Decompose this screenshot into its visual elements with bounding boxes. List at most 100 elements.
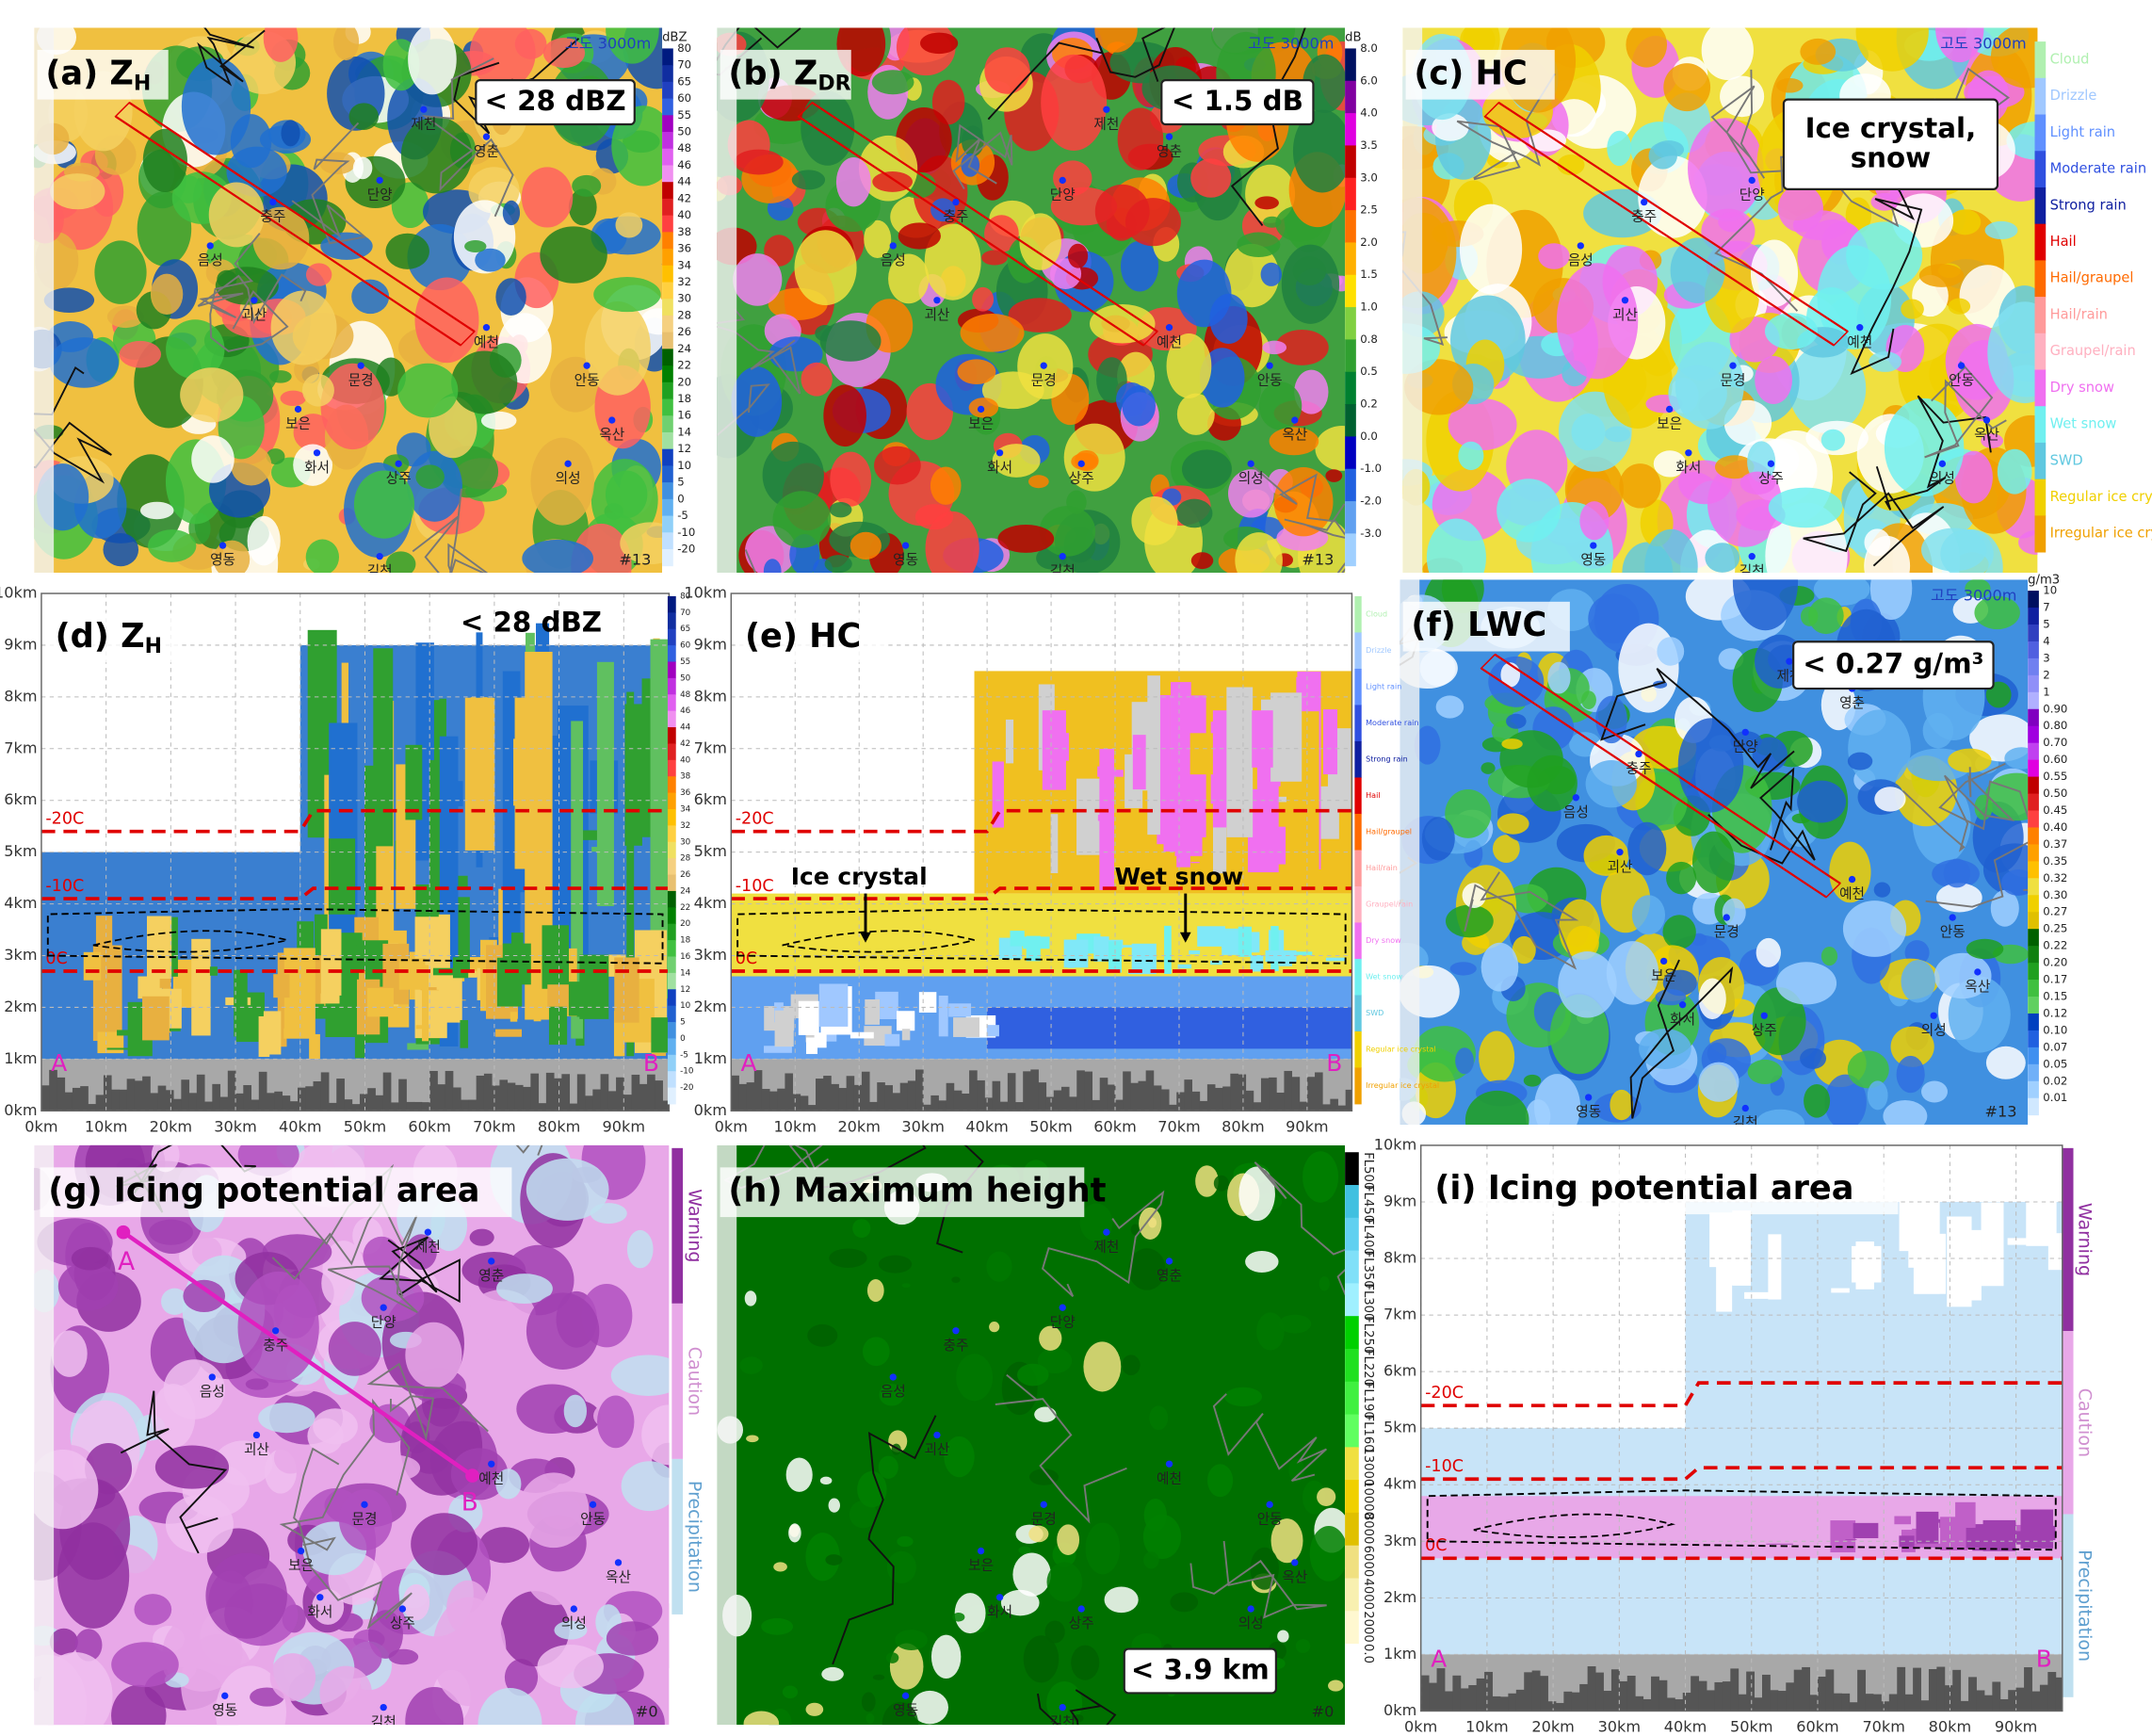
place-dot bbox=[1741, 1104, 1749, 1112]
radar-echo bbox=[606, 27, 659, 64]
terrain-peak bbox=[103, 1075, 112, 1111]
colorbar-label: 38 bbox=[680, 772, 690, 782]
place-dot bbox=[1572, 794, 1579, 802]
x-tick-label: 90km bbox=[1995, 1718, 2038, 1736]
radar-echo bbox=[1039, 1325, 1062, 1351]
radar-echo bbox=[161, 1288, 188, 1315]
y-tick-label: 2km bbox=[1383, 1588, 1416, 1606]
terrain-peak bbox=[1038, 1082, 1047, 1111]
threshold-note: < 3.9 km bbox=[1131, 1653, 1270, 1685]
colorbar-label: 16 bbox=[680, 952, 691, 962]
radar-echo bbox=[1943, 858, 1971, 888]
colorbar-label: 38 bbox=[677, 225, 691, 238]
colorbar-cell bbox=[662, 148, 673, 166]
radar-echo bbox=[1000, 1589, 1040, 1616]
boundary bbox=[1041, 1190, 1165, 1298]
y-tick-label: 4km bbox=[4, 894, 37, 912]
echo-column bbox=[1108, 941, 1122, 973]
colorbar-cell bbox=[667, 661, 676, 679]
echo-column bbox=[986, 1025, 999, 1037]
colorbar-label: FL300 bbox=[1361, 1283, 1375, 1321]
place-name: 음성 bbox=[881, 1384, 906, 1400]
panel-label: (i) Icing potential area bbox=[1434, 1169, 1853, 1208]
radar-echo bbox=[871, 70, 914, 95]
echo-column bbox=[1189, 949, 1201, 955]
terrain-peak bbox=[382, 1072, 392, 1111]
colorbar-label: 80 bbox=[680, 592, 690, 601]
radar-echo bbox=[829, 502, 852, 518]
terrain-peak bbox=[1145, 1070, 1155, 1111]
terrain-peak bbox=[1651, 1676, 1659, 1712]
radar-echo bbox=[620, 522, 663, 565]
radar-echo bbox=[119, 340, 162, 368]
radar-echo bbox=[888, 253, 930, 304]
colorbar-cell bbox=[667, 710, 676, 728]
terrain-peak bbox=[576, 1074, 586, 1111]
place-name: 의성 bbox=[556, 470, 581, 486]
radar-echo bbox=[1176, 393, 1215, 435]
boundary bbox=[1875, 395, 1992, 511]
colorbar-label: 0.27 bbox=[2043, 905, 2067, 918]
radar-echo bbox=[606, 1621, 659, 1656]
colorbar-label: 3 bbox=[2043, 651, 2049, 664]
terrain-peak bbox=[1793, 1669, 1803, 1712]
terrain-peak bbox=[1587, 1666, 1596, 1712]
boundary bbox=[717, 383, 770, 437]
radar-echo bbox=[1506, 713, 1527, 729]
y-tick-label: 7km bbox=[694, 738, 727, 756]
radar-echo bbox=[2004, 747, 2029, 770]
radar-echo bbox=[1270, 1518, 1303, 1564]
x-tick-label: 0km bbox=[24, 1117, 57, 1135]
radar-echo bbox=[1017, 1363, 1049, 1387]
terrain-peak bbox=[1960, 1700, 1969, 1712]
radar-echo bbox=[605, 470, 648, 519]
echo-column bbox=[992, 761, 1004, 828]
place-name: 김천 bbox=[1050, 1714, 1076, 1730]
y-tick-label: 8km bbox=[694, 687, 727, 705]
colorbar-label: 34 bbox=[680, 804, 691, 814]
place-name: 충주 bbox=[943, 1338, 968, 1354]
radar-echo bbox=[1034, 1406, 1057, 1422]
radar-echo bbox=[1303, 1151, 1339, 1203]
place-dot bbox=[482, 324, 491, 332]
colorbar-label: 6000 bbox=[1361, 1546, 1375, 1578]
place-name: 영춘 bbox=[478, 1268, 504, 1284]
terrain-peak bbox=[1508, 1693, 1517, 1712]
radar-echo bbox=[1675, 341, 1744, 430]
place-dot bbox=[933, 1431, 941, 1439]
radar-echo bbox=[388, 1648, 419, 1665]
echo-column bbox=[460, 1019, 469, 1048]
terrain-peak bbox=[227, 1070, 236, 1111]
isotherm-label: -10C bbox=[736, 877, 774, 896]
radar-echo bbox=[1901, 960, 1935, 1003]
colorbar-label: 60 bbox=[677, 91, 691, 105]
x-tick-label: 10km bbox=[774, 1117, 817, 1135]
radar-echo bbox=[1149, 1405, 1169, 1431]
boundary bbox=[291, 122, 367, 245]
radar-echo bbox=[773, 1562, 787, 1572]
boundary bbox=[1250, 463, 1346, 574]
colorbar-cell bbox=[1354, 777, 1362, 815]
colorbar-cell bbox=[662, 215, 673, 233]
radar-echo bbox=[1281, 244, 1340, 324]
terrain-peak bbox=[173, 1098, 182, 1111]
colorbar-cell bbox=[1354, 885, 1362, 923]
radar-echo bbox=[997, 525, 1055, 553]
radar-echo bbox=[1435, 695, 1464, 719]
place-dot bbox=[901, 542, 910, 549]
colorbar-label: FL450 bbox=[1361, 1185, 1375, 1223]
place-name: 화서 bbox=[1670, 1012, 1695, 1028]
radar-echo bbox=[960, 314, 1025, 352]
radar-echo bbox=[1245, 164, 1296, 223]
x-tick-label: 80km bbox=[1929, 1718, 1972, 1736]
y-tick-label: 4km bbox=[694, 894, 727, 912]
colorbar-cell bbox=[2028, 980, 2039, 998]
terrain-peak bbox=[523, 1086, 531, 1111]
terrain-peak bbox=[800, 1095, 809, 1111]
track-label: B bbox=[461, 1488, 478, 1517]
place-name: 의성 bbox=[1238, 1615, 1264, 1631]
place-name: 문경 bbox=[352, 1511, 378, 1527]
echo-column bbox=[1325, 957, 1347, 962]
radar-echo bbox=[901, 1283, 911, 1289]
echo-column bbox=[1250, 954, 1264, 972]
